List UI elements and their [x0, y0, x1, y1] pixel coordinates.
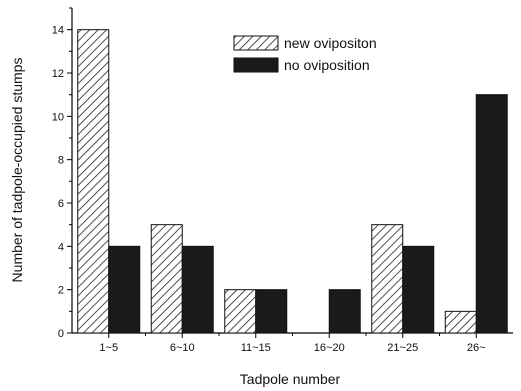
bar-new-oviposition — [224, 289, 257, 334]
bar-new-oviposition — [150, 224, 183, 334]
x-tick-label: 21~25 — [387, 342, 418, 354]
bar-new-oviposition — [444, 310, 477, 334]
legend-label: no oviposition — [284, 57, 370, 73]
y-tick-label: 10 — [52, 111, 64, 123]
y-axis-label: Number of tadpole-occupied stumps — [9, 58, 25, 283]
y-tick-label: 8 — [58, 155, 64, 167]
bar-no-oviposition — [328, 289, 361, 334]
bar-no-oviposition — [181, 245, 214, 334]
x-tick-label: 16~20 — [314, 342, 345, 354]
legend-label: new ovipositon — [284, 35, 377, 51]
legend-swatch — [233, 35, 279, 51]
bar-no-oviposition — [255, 289, 288, 334]
y-tick-label: 2 — [58, 285, 64, 297]
x-tick-label: 1~5 — [99, 342, 118, 354]
bars — [77, 29, 508, 334]
x-tick-label: 6~10 — [170, 342, 195, 354]
legend-swatch — [233, 57, 279, 73]
x-axis-label: Tadpole number — [240, 371, 341, 387]
axes: 0 2 4 6 8 10 12 14 1~5 6~10 11~15 16~20 21~25 26~ — [52, 7, 513, 354]
bar-no-oviposition — [108, 245, 141, 334]
y-tick-label: 6 — [58, 198, 64, 210]
y-tick-label: 14 — [52, 25, 64, 37]
x-tick-label: 11~15 — [241, 342, 271, 354]
y-tick-label: 12 — [52, 68, 64, 80]
bar-new-oviposition — [77, 29, 110, 334]
y-tick-label: 4 — [58, 241, 64, 253]
bar-new-oviposition — [371, 224, 404, 334]
legend: new ovipositon no oviposition — [233, 35, 377, 73]
bar-no-oviposition — [402, 245, 435, 334]
x-tick-label: 26~ — [467, 342, 486, 354]
y-tick-label: 0 — [58, 328, 64, 340]
bar-no-oviposition — [475, 94, 508, 334]
